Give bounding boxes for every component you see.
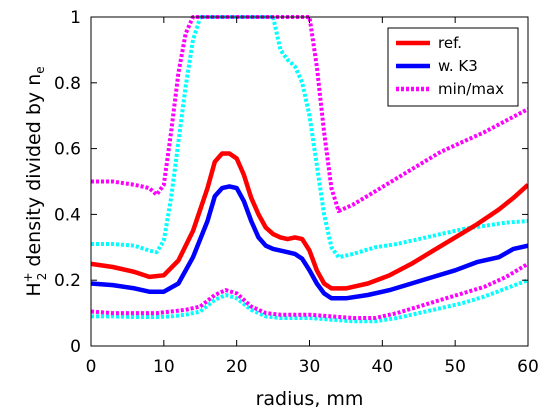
- y-tick-label: 0.6: [54, 140, 81, 160]
- series-line-max-ref: [91, 15, 528, 214]
- series-line-w-k3: [91, 184, 528, 301]
- x-tick-label: 0: [86, 357, 97, 377]
- y-tick-label: 1: [70, 8, 81, 28]
- x-tick-label: 50: [444, 357, 466, 377]
- y-tick-label: 0.8: [54, 74, 81, 94]
- x-tick-label: 30: [299, 357, 321, 377]
- x-axis-title: radius, mm: [256, 388, 364, 410]
- y-title-superscript: +: [21, 272, 35, 282]
- y-title-subscript: 2: [35, 273, 49, 281]
- series-line-min-w-k3: [91, 278, 528, 324]
- y-axis-title: H+2 density divided by ne: [21, 66, 49, 296]
- x-tick-label: 20: [226, 357, 248, 377]
- legend-label-ref: ref.: [438, 34, 462, 52]
- y-title-rest: density divided by n: [23, 74, 45, 273]
- y-tick-label: 0.2: [54, 271, 81, 291]
- legend-label-minmax: min/max: [438, 80, 504, 98]
- x-tick-label: 40: [372, 357, 394, 377]
- x-tick-label: 10: [153, 357, 175, 377]
- legend: ref. w. K3 min/max: [387, 27, 519, 107]
- x-tick-label: 60: [517, 357, 539, 377]
- y-title-subscript-e: e: [33, 66, 47, 73]
- y-tick-label: 0.4: [54, 205, 81, 225]
- y-title-base: H: [23, 282, 45, 296]
- y-tick-label: 0: [70, 337, 81, 357]
- series-line-min-ref: [91, 262, 528, 320]
- series-line-ref: [91, 151, 528, 291]
- ticks-layer: 0 10 20 30 40 50 60 0 0.2 0.4 0.6 0.8 1: [54, 8, 539, 377]
- legend-label-k3: w. K3: [438, 57, 478, 75]
- series-line-max-w-k3: [91, 15, 528, 260]
- series-layer: [91, 15, 528, 324]
